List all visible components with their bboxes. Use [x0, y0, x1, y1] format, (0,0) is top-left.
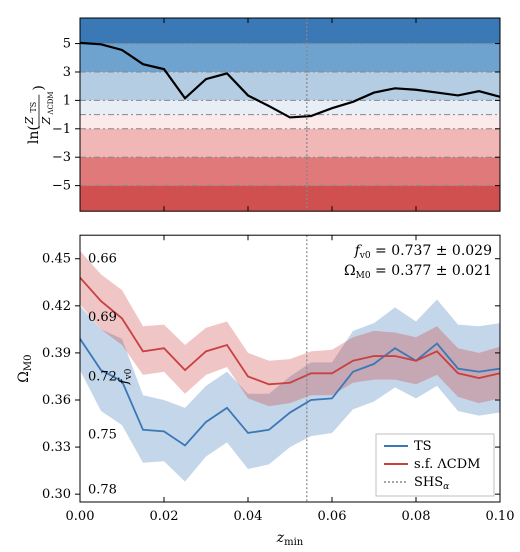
- annot-fv0: fv0 = 0.737 ± 0.029: [354, 243, 492, 261]
- xtick-label: 0.04: [234, 509, 263, 524]
- xtick-label: 0.08: [402, 509, 431, 524]
- ytick-label: −3: [52, 150, 71, 165]
- fv0-tick: 0.72: [88, 369, 117, 384]
- ytick-label: 0.42: [42, 299, 71, 314]
- ytick-label: −1: [52, 122, 71, 137]
- svg-text:ln(: ln(: [26, 125, 42, 144]
- svg-text:Z: Z: [40, 116, 53, 125]
- svg-text:TS: TS: [29, 102, 38, 113]
- significance-band: [80, 44, 500, 72]
- top-ylabel: ln(ZTSZΛCDM): [23, 85, 55, 144]
- chart-svg: −5−3−1135ln(ZTSZΛCDM)0.300.330.360.390.4…: [0, 0, 520, 552]
- ytick-label: −5: [52, 179, 71, 194]
- xtick-label: 0.02: [150, 509, 179, 524]
- xlabel: zmin: [276, 530, 304, 548]
- svg-text:): ): [31, 85, 47, 90]
- ytick-label: 0.30: [42, 487, 71, 502]
- ytick-label: 0.45: [42, 252, 71, 267]
- fv0-tick: 0.69: [88, 310, 117, 325]
- significance-band: [80, 129, 500, 157]
- ytick-label: 1: [63, 93, 71, 108]
- fv0-tick: 0.75: [88, 428, 117, 443]
- ytick-label: 3: [63, 65, 71, 80]
- ytick-label: 5: [63, 37, 71, 52]
- xtick-label: 0.06: [318, 509, 347, 524]
- svg-text:ΩM0: ΩM0: [16, 354, 34, 382]
- top-panel: −5−3−1135ln(ZTSZΛCDM): [23, 18, 500, 211]
- xtick-label: 0.10: [486, 509, 515, 524]
- bottom-ylabel: ΩM0: [16, 354, 34, 382]
- significance-band: [80, 72, 500, 100]
- significance-band: [80, 100, 500, 114]
- significance-band: [80, 186, 500, 212]
- fv0-tick: 0.66: [88, 252, 117, 267]
- legend-label: TS: [414, 439, 432, 454]
- legend-label: s.f. ΛCDM: [414, 457, 481, 472]
- xtick-label: 0.00: [66, 509, 95, 524]
- significance-band: [80, 157, 500, 185]
- ytick-label: 0.39: [42, 346, 71, 361]
- annot-omega: ΩM0 = 0.377 ± 0.021: [344, 263, 492, 281]
- svg-text:ΛCDM: ΛCDM: [47, 91, 55, 115]
- significance-band: [80, 18, 500, 44]
- ytick-label: 0.33: [42, 440, 71, 455]
- legend: TSs.f. ΛCDMSHSα: [376, 434, 494, 496]
- fv0-tick: 0.78: [88, 482, 117, 497]
- svg-text:Z: Z: [23, 116, 36, 125]
- chart-root: −5−3−1135ln(ZTSZΛCDM)0.300.330.360.390.4…: [0, 0, 520, 552]
- bottom-panel: 0.30 0.33 0.36 0.39 0.42 0.45 0.00 0.02 0.04 0.06…: [16, 235, 514, 548]
- ytick-label: 0.36: [42, 393, 71, 408]
